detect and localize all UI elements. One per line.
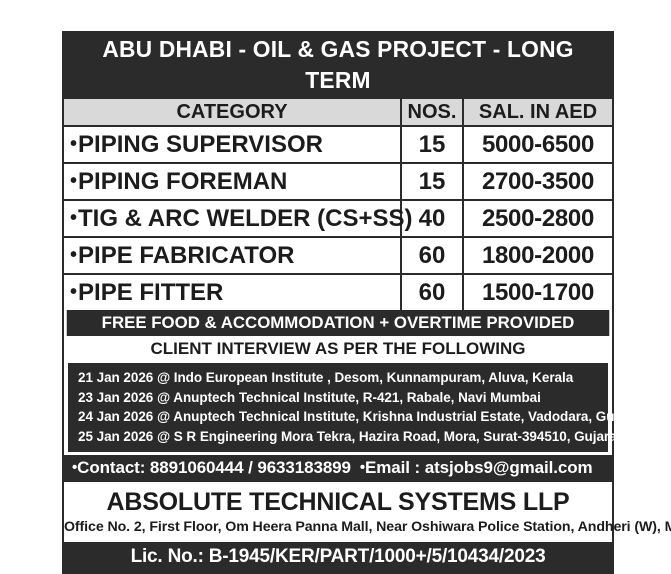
client-interview-heading: CLIENT INTERVIEW AS PER THE FOLLOWING	[64, 336, 612, 363]
bullet-icon: •	[70, 207, 78, 229]
column-header-salary: SAL. IN AED	[462, 99, 612, 127]
cell-salary: 1800-2000	[462, 236, 612, 275]
licence-bar: Lic. No.: B-1945/KER/PART/1000+/5/10434/…	[64, 542, 612, 572]
bullet-icon: •	[70, 281, 78, 303]
cell-category: •PIPING FOREMAN	[64, 162, 402, 201]
cell-nos: 15	[400, 162, 464, 201]
cell-category: •PIPING SUPERVISOR	[64, 125, 402, 164]
category-label: PIPE FITTER	[78, 279, 224, 306]
cell-nos: 40	[400, 199, 464, 238]
schedule-item: 25 Jan 2026 @ S R Engineering Mora Tekra…	[78, 428, 622, 444]
cell-salary: 1500-1700	[462, 273, 612, 310]
column-header-nos: NOS.	[400, 99, 464, 127]
bullet-icon: •	[70, 170, 78, 192]
cell-category: •PIPE FABRICATOR	[64, 236, 402, 275]
schedule-item: 23 Jan 2026 @ Anuptech Technical Institu…	[78, 389, 541, 405]
table-row: •TIG & ARC WELDER (CS+SS) 40 2500-2800	[64, 199, 612, 238]
bullet-icon: •	[70, 133, 78, 155]
category-label: PIPE FABRICATOR	[78, 242, 295, 269]
category-label: PIPING FOREMAN	[78, 168, 288, 195]
email-label: Email :	[365, 458, 421, 477]
column-header-category: CATEGORY	[64, 99, 402, 127]
cell-salary: 2700-3500	[462, 162, 612, 201]
cell-nos: 15	[400, 125, 464, 164]
cell-nos: 60	[400, 236, 464, 275]
cell-category: •PIPE FITTER	[64, 273, 402, 310]
advertisement-title-banner: ABU DHABI - OIL & GAS PROJECT - LONG TER…	[64, 33, 612, 99]
bullet-icon: •	[72, 459, 78, 476]
advertisement-title: ABU DHABI - OIL & GAS PROJECT - LONG TER…	[102, 36, 574, 93]
contact-bar: •Contact: 8891060444 / 9633183899 •Email …	[64, 455, 612, 482]
company-name: ABSOLUTE TECHNICAL SYSTEMS LLP	[106, 488, 570, 516]
table-row: •PIPING FOREMAN 15 2700-3500	[64, 162, 612, 201]
cell-salary: 5000-6500	[462, 125, 612, 164]
table-row: •PIPE FITTER 60 1500-1700	[64, 273, 612, 310]
table-row: •PIPING SUPERVISOR 15 5000-6500	[64, 125, 612, 164]
phone-numbers[interactable]: 8891060444 / 9633183899	[149, 458, 351, 477]
table-header-row: CATEGORY NOS. SAL. IN AED	[64, 99, 612, 127]
cell-salary: 2500-2800	[462, 199, 612, 238]
category-label: TIG & ARC WELDER (CS+SS)	[78, 205, 413, 232]
cell-category: •TIG & ARC WELDER (CS+SS)	[64, 199, 412, 238]
vacancy-table: CATEGORY NOS. SAL. IN AED •PIPING SUPERV…	[64, 99, 612, 310]
table-row: •PIPE FABRICATOR 60 1800-2000	[64, 236, 612, 275]
email-address[interactable]: atsjobs9@gmail.com	[424, 458, 593, 477]
perks-banner: FREE FOOD & ACCOMMODATION + OVERTIME PRO…	[66, 310, 610, 336]
job-advertisement: ABU DHABI - OIL & GAS PROJECT - LONG TER…	[62, 31, 671, 574]
bullet-icon: •	[359, 459, 366, 476]
company-address: Office No. 2, First Floor, Om Heera Pann…	[64, 519, 671, 535]
contact-label: Contact:	[77, 458, 146, 477]
cell-nos: 60	[400, 273, 464, 310]
interview-schedule-list: 21 Jan 2026 @ Indo European Institute , …	[68, 363, 643, 452]
interview-schedule-section: 21 Jan 2026 @ Indo European Institute , …	[64, 363, 643, 455]
schedule-item: 24 Jan 2026 @ Anuptech Technical Institu…	[78, 409, 643, 424]
category-label: PIPING SUPERVISOR	[78, 131, 323, 158]
bullet-icon: •	[70, 244, 78, 266]
schedule-item: 21 Jan 2026 @ Indo European Institute , …	[78, 370, 574, 385]
company-block: ABSOLUTE TECHNICAL SYSTEMS LLP Office No…	[64, 482, 671, 542]
